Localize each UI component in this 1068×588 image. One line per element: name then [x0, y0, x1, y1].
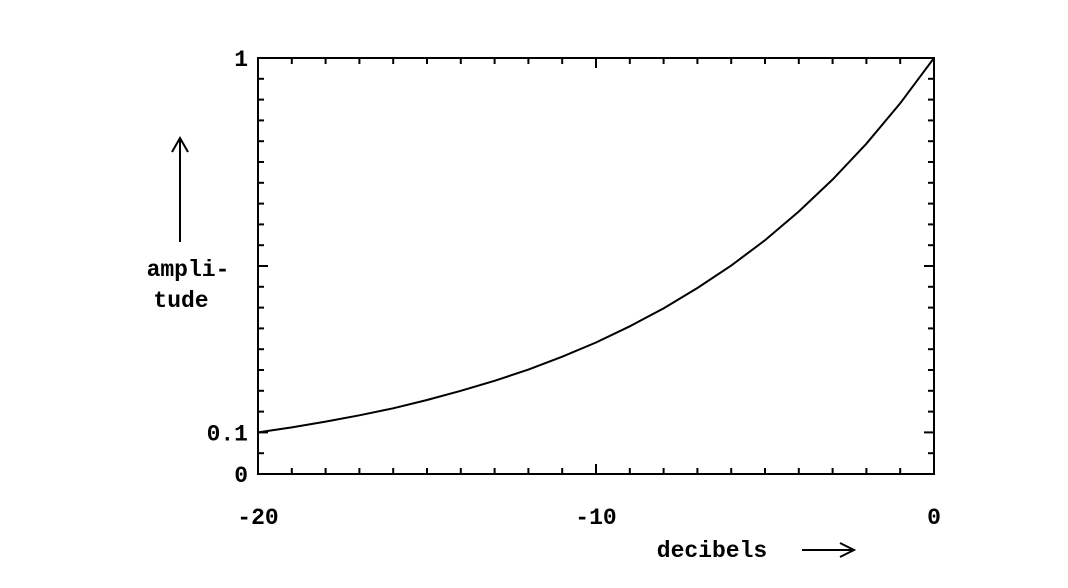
y-tick-label: 1 [234, 47, 248, 73]
y-axis-arrow-head [171, 135, 189, 153]
tick-marks [257, 57, 935, 475]
y-tick-label: 0.1 [207, 421, 248, 447]
y-tick-label: 0 [234, 463, 248, 489]
y-axis-label-line-2: tude [153, 288, 208, 314]
x-tick-label: 0 [927, 505, 941, 531]
x-tick-label: -20 [237, 505, 278, 531]
plot-frame [257, 57, 935, 475]
series-line [257, 57, 935, 434]
x-axis-label: decibels [657, 538, 767, 564]
y-tick-labels: 00.11 [207, 47, 248, 489]
x-axis-arrow-head [839, 542, 857, 558]
x-tick-labels: -20 -10 0 [237, 505, 941, 531]
x-tick-label: -10 [575, 505, 616, 531]
y-axis-label-line-1: ampli- [147, 257, 230, 283]
